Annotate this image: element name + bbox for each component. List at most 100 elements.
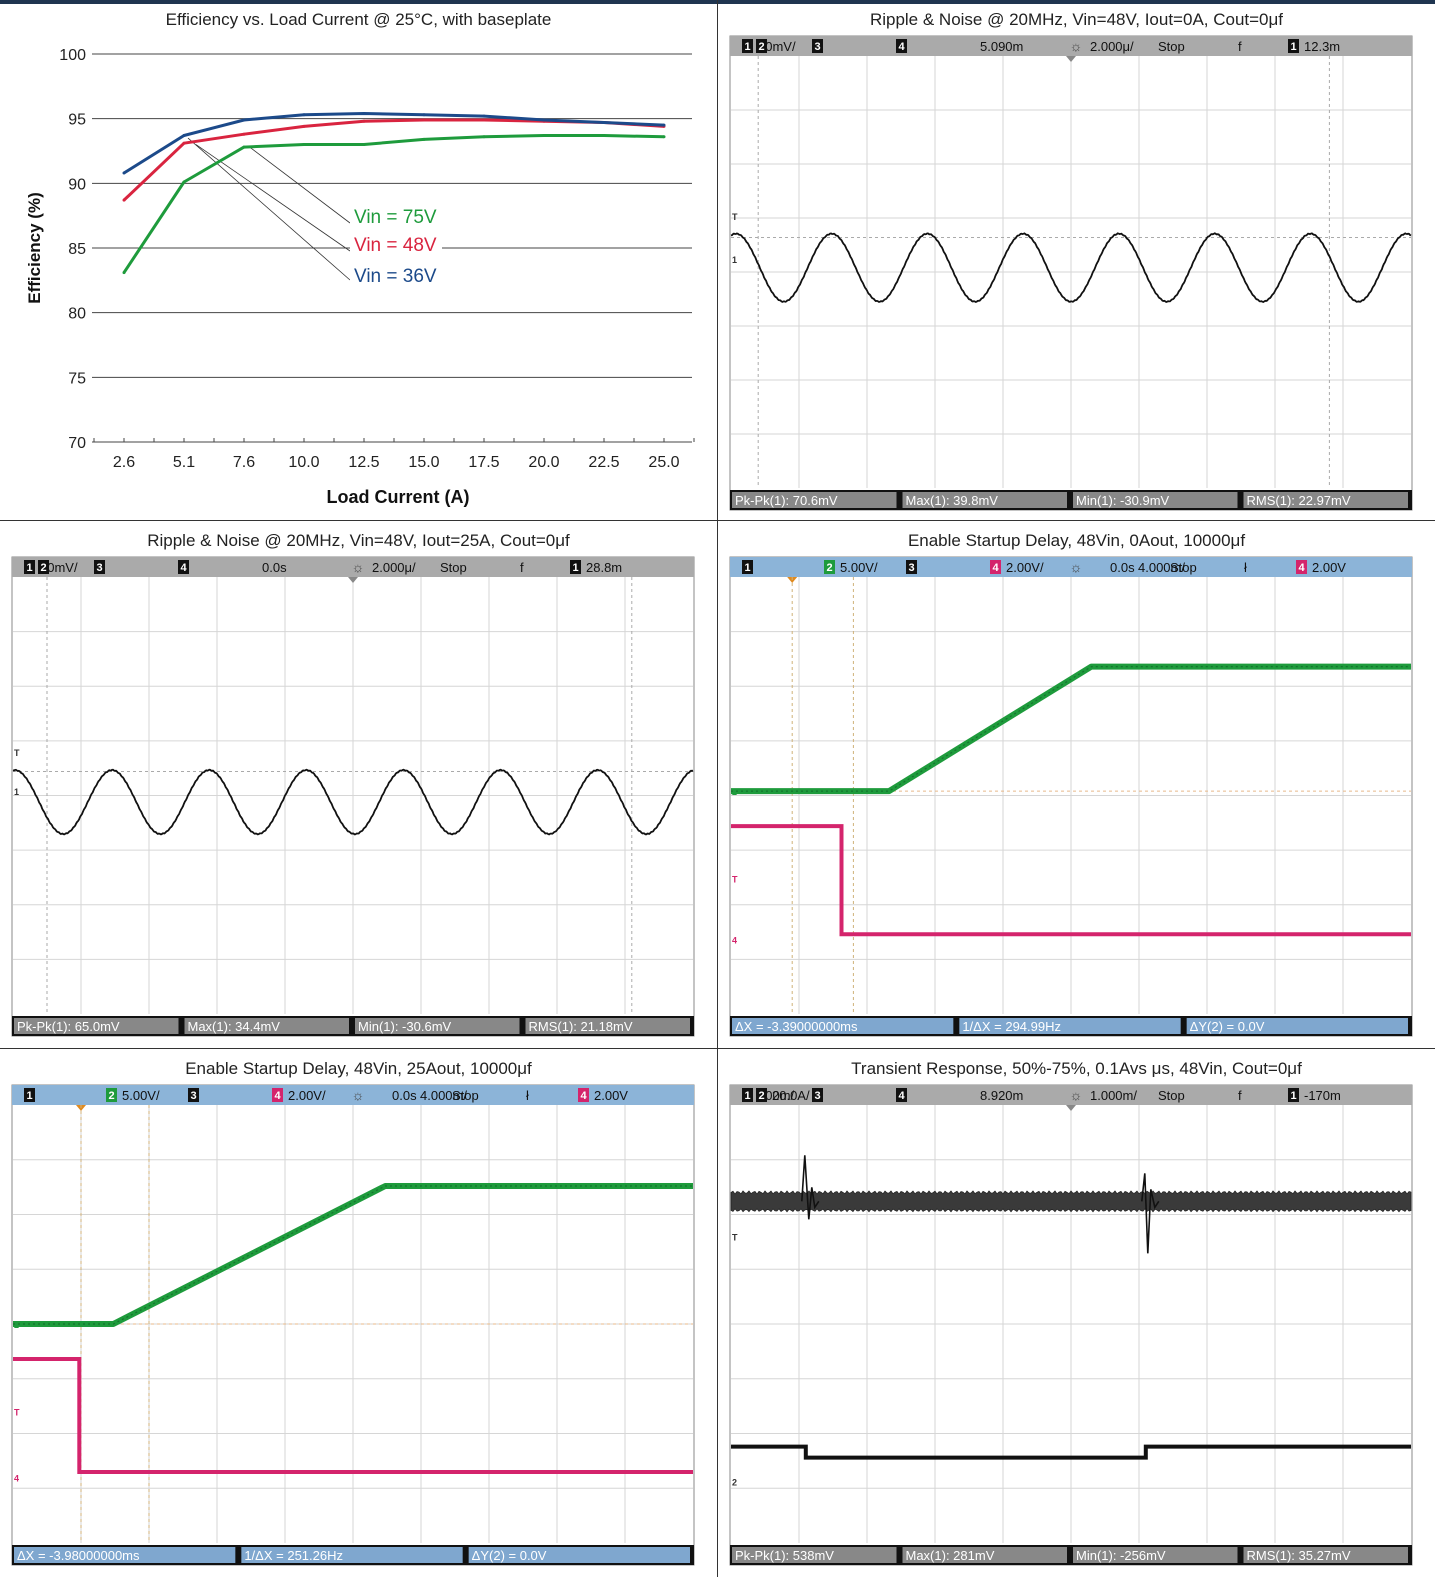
trigger-position-marker: [1066, 1105, 1076, 1111]
channel-number: 1: [744, 562, 750, 574]
channel-number: 1: [572, 562, 578, 574]
channel-number: 3: [814, 41, 820, 53]
measurement-value: 1/ΔX = 251.26Hz: [244, 1548, 343, 1563]
data-point: [422, 113, 426, 117]
channel-box-1: [24, 1088, 35, 1102]
channel-scale: 50mV/: [40, 560, 78, 575]
channel-scale: 28.8m: [586, 560, 622, 575]
data-point: [242, 132, 246, 136]
trigger-position-marker: [348, 577, 358, 583]
data-point: [182, 180, 186, 184]
x-tick-label: 25.0: [648, 454, 679, 471]
legend-leader-line: [195, 144, 351, 252]
measurement-cell: [184, 1018, 349, 1034]
data-point: [482, 118, 486, 122]
measurement-cell: [732, 1018, 954, 1034]
channel-scale: 20.0A/: [772, 1088, 810, 1103]
data-point: [542, 134, 546, 137]
measurement-cell: [355, 1018, 520, 1034]
transient-panel: Transient Response, 50%-75%, 0.1Avs μs, …: [718, 1049, 1435, 1577]
header-readout: 0.0s: [1110, 560, 1135, 575]
data-point: [302, 113, 306, 117]
channel-box-4: [178, 560, 189, 574]
channel-box-2: [106, 1088, 117, 1102]
ch1-undershoot-spike: [1141, 1173, 1160, 1254]
x-tick-label: 20.0: [528, 454, 559, 471]
series-line-75v: [122, 134, 665, 274]
x-tick-label: 5.1: [173, 454, 195, 471]
channel-marker: 4: [14, 1473, 19, 1483]
y-tick-label: 95: [68, 112, 86, 129]
measurement-cell: [902, 492, 1067, 508]
header-readout: 5.090m: [980, 39, 1023, 54]
measurement-value: Pk-Pk(1): 70.6mV: [735, 493, 838, 508]
measurement-value: ΔY(2) = 0.0V: [472, 1548, 547, 1563]
measurement-cell: [14, 1547, 236, 1563]
measurement-cell: [959, 1018, 1181, 1034]
header-readout: Stop: [1158, 1088, 1185, 1103]
channel-box-1: [1288, 1088, 1299, 1102]
channel-number: 4: [580, 1090, 587, 1102]
data-point: [662, 123, 666, 127]
channel-box-3: [188, 1088, 199, 1102]
data-point: [302, 143, 306, 146]
channel-number: 1: [26, 562, 32, 574]
data-point: [302, 124, 306, 128]
legend-label: Vin = 48V: [354, 235, 437, 256]
measurement-value: Min(1): -30.9mV: [1076, 493, 1170, 508]
channel-box-4: [990, 560, 1001, 574]
startup-0a-panel: Enable Startup Delay, 48Vin, 0Aout, 1000…: [718, 521, 1435, 1048]
channel-marker: 1: [14, 787, 19, 797]
x-tick-label: 7.6: [233, 454, 255, 471]
channel-number: 1: [744, 1090, 750, 1102]
y-tick-label: 100: [59, 47, 86, 64]
startup-25a-panel: Enable Startup Delay, 48Vin, 25Aout, 100…: [0, 1049, 717, 1577]
channel-number: 3: [814, 1090, 820, 1102]
header-readout: 8.920m: [980, 1088, 1023, 1103]
ch4-enable-trace: [13, 1357, 693, 1474]
data-point: [242, 118, 246, 122]
measurement-cell: [468, 1547, 690, 1563]
data-point: [542, 118, 546, 122]
channel-box-1: [742, 1088, 753, 1102]
channel-number: 3: [190, 1090, 196, 1102]
channel-number: 2: [108, 1090, 114, 1102]
channel-marker: T: [732, 212, 738, 222]
header-readout: 4.000m/: [420, 1088, 467, 1103]
channel-scale: 50mV/: [758, 39, 796, 54]
header-readout: ł: [526, 1088, 529, 1103]
header-readout: Stop: [452, 1088, 479, 1103]
data-point: [362, 112, 366, 115]
trigger-icon: ☼: [352, 1087, 365, 1103]
data-point: [122, 271, 126, 275]
channel-box-3: [812, 39, 823, 53]
channel-number: 1: [1290, 41, 1296, 53]
channel-number: 4: [1298, 562, 1305, 574]
ch2-trace-noise: [13, 1185, 693, 1325]
legend-label-bg: [350, 234, 442, 256]
channel-scale: 12.3m: [1304, 39, 1340, 54]
x-tick-label: 2.6: [113, 454, 135, 471]
measurement-value: 1/ΔX = 294.99Hz: [962, 1019, 1061, 1034]
measurement-cell: [732, 492, 897, 508]
header-readout: 0.0s: [262, 560, 287, 575]
ripple-0a-panel: Ripple & Noise @ 20MHz, Vin=48V, Iout=0A…: [718, 0, 1435, 520]
ripple-25a-panel: Ripple & Noise @ 20MHz, Vin=48V, Iout=25…: [0, 521, 717, 1048]
header-readout: 2.000μ/: [1090, 39, 1134, 54]
ch1-overshoot-spike: [801, 1155, 820, 1220]
series-line-36v: [123, 112, 665, 175]
ch2-load-current-trace: [731, 1444, 1411, 1460]
header-readout: f: [1238, 39, 1242, 54]
data-point: [482, 135, 486, 139]
channel-box-3: [812, 1088, 823, 1102]
channel-box-2: [38, 560, 49, 574]
efficiency-panel: Efficiency vs. Load Current @ 25°C, with…: [0, 0, 717, 520]
data-point: [482, 114, 486, 118]
channel-number: 2: [40, 562, 46, 574]
data-point: [362, 143, 366, 146]
scope-header-bar: [12, 1085, 694, 1105]
channel-number: 4: [180, 562, 187, 574]
measurement-value: Min(1): -30.6mV: [358, 1019, 452, 1034]
channel-box-1: [1288, 39, 1299, 53]
measurement-value: Max(1): 34.4mV: [188, 1019, 281, 1034]
